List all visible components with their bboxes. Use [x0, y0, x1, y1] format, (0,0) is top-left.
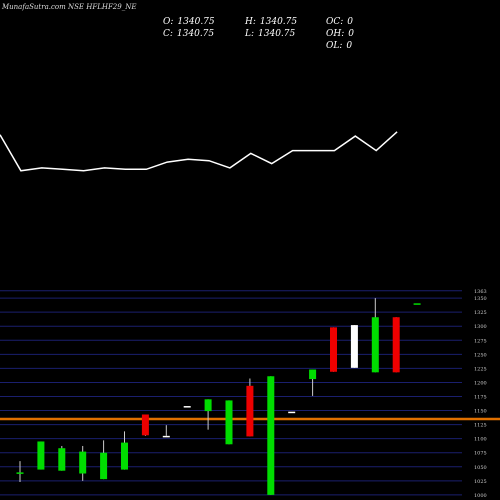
candle-body: [162, 435, 170, 438]
ohlc-ol-label: OL:: [326, 41, 343, 51]
y-tick-label: 1363: [474, 289, 487, 295]
ohlc-close: C: 1340.75: [163, 29, 214, 39]
candle: [100, 440, 108, 480]
y-tick-label: 1275: [474, 338, 487, 344]
ohlc-open-value: 1340.75: [177, 17, 215, 27]
candle-body: [288, 411, 296, 414]
candle-body: [58, 448, 66, 471]
candle: [121, 431, 128, 470]
candle: [330, 327, 337, 372]
candle: [288, 411, 296, 414]
candle-body: [141, 414, 149, 436]
ohlc-ol: OL: 0: [326, 41, 352, 51]
ohlc-low: L: 1340.75: [245, 29, 295, 39]
ohlc-oh-label: OH:: [326, 29, 345, 39]
ohlc-high-value: 1340.75: [259, 17, 298, 27]
y-tick-label: 1075: [474, 451, 487, 457]
y-tick-label: 1300: [474, 324, 487, 330]
y-tick-label: 1000: [474, 493, 487, 499]
price-line-chart: [0, 131, 398, 172]
ohlc-high-label: H:: [245, 17, 256, 27]
candle: [371, 298, 379, 373]
candlestick-chart: [16, 298, 421, 495]
ohlc-oc-label: OC:: [326, 17, 344, 27]
candle: [350, 325, 358, 368]
candle-body: [16, 472, 24, 474]
ohlc-high: H: 1340.75: [245, 17, 297, 27]
candle: [309, 369, 317, 396]
y-tick-label: 1250: [474, 352, 487, 358]
candle-body: [100, 452, 108, 480]
ohlc-oc-value: 0: [347, 17, 354, 27]
ohlc-open-label: O:: [163, 17, 174, 27]
y-tick-label: 1175: [474, 394, 487, 400]
y-tick-label: 1100: [474, 437, 487, 443]
y-tick-label: 1350: [474, 296, 487, 302]
candle: [267, 376, 275, 495]
candle-body: [121, 442, 128, 470]
candle: [246, 378, 254, 437]
candle: [225, 400, 233, 445]
y-tick-label: 1125: [474, 423, 487, 429]
candle-body: [79, 451, 87, 474]
ohlc-oh: OH: 0: [326, 29, 354, 39]
price-line: [0, 131, 398, 172]
candle-body: [37, 441, 45, 470]
y-tick-label: 1025: [474, 479, 487, 485]
ohlc-open: O: 1340.75: [163, 17, 215, 27]
candle-body: [392, 317, 400, 373]
candle: [392, 317, 400, 373]
candle-body: [371, 317, 379, 373]
y-tick-label: 1200: [474, 380, 487, 386]
candle-body: [350, 325, 358, 368]
candle-body: [309, 369, 317, 380]
candle: [162, 425, 170, 438]
y-tick-label: 1325: [474, 310, 487, 316]
ohlc-ol-value: 0: [346, 41, 353, 51]
candle: [413, 303, 421, 305]
ohlc-close-label: C:: [163, 29, 173, 39]
candle-body: [330, 327, 337, 372]
candle: [204, 399, 212, 430]
candle-body: [204, 399, 212, 412]
candle: [37, 441, 45, 470]
y-tick-label: 1225: [474, 366, 487, 372]
candle-body: [267, 376, 275, 495]
price-grid: [0, 290, 462, 496]
candle: [141, 414, 149, 436]
candle-body: [413, 303, 421, 305]
candle: [16, 461, 24, 482]
ohlc-low-value: 1340.75: [258, 29, 296, 39]
ohlc-close-value: 1340.75: [176, 29, 215, 39]
candle: [183, 406, 191, 408]
candle-body: [225, 400, 233, 445]
candle: [58, 445, 66, 471]
y-tick-label: 1150: [474, 409, 487, 415]
y-tick-label: 1050: [474, 465, 487, 471]
candle: [79, 445, 87, 481]
ohlc-oc: OC: 0: [326, 17, 353, 27]
chart-title: MunafaSutra.com NSE HFLHF29_NE: [2, 3, 137, 11]
candle-body: [183, 406, 191, 408]
ohlc-low-label: L:: [245, 29, 255, 39]
candle-body: [246, 385, 254, 437]
ohlc-oh-value: 0: [348, 29, 354, 39]
